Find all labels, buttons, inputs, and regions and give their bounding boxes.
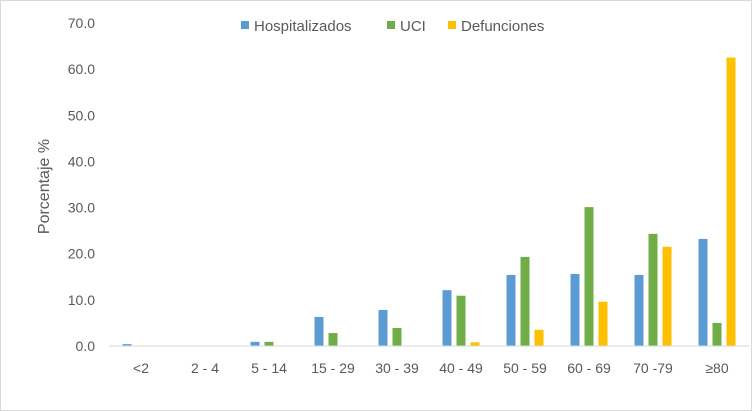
- y-tick-label: 10.0: [68, 292, 95, 308]
- x-tick-label: ≥80: [705, 360, 728, 376]
- bars: [122, 57, 736, 346]
- bar-hospitalizados: [506, 274, 516, 346]
- legend-swatch-defunciones: [448, 21, 456, 29]
- bar-uci: [264, 341, 274, 346]
- bar-hospitalizados: [314, 316, 324, 346]
- bar-hospitalizados: [442, 290, 452, 346]
- legend-label-uci: UCI: [400, 18, 426, 35]
- y-axis-ticks: 0.0 10.0 20.0 30.0 40.0 50.0 60.0 70.0: [68, 15, 95, 354]
- y-axis-title: Porcentaje %: [36, 139, 53, 234]
- bar-uci: [648, 233, 658, 346]
- legend-label-hospitalizados: Hospitalizados: [254, 18, 352, 35]
- bar-uci: [328, 333, 338, 346]
- bar-defunciones: [662, 246, 672, 346]
- legend-swatch-uci: [387, 21, 395, 29]
- bar-uci: [520, 256, 530, 346]
- x-tick-label: 60 - 69: [567, 360, 611, 376]
- bar-hospitalizados: [250, 341, 260, 346]
- bar-hospitalizados: [378, 310, 388, 346]
- bar-defunciones: [470, 342, 480, 346]
- bar-uci: [392, 328, 402, 346]
- bar-hospitalizados: [634, 274, 644, 346]
- bar-uci: [584, 207, 594, 346]
- bar-hospitalizados: [122, 344, 132, 346]
- x-tick-label: 70 -79: [633, 360, 673, 376]
- bar-hospitalizados: [570, 274, 580, 346]
- y-tick-label: 50.0: [68, 107, 95, 123]
- bar-uci: [712, 322, 722, 346]
- y-tick-label: 60.0: [68, 61, 95, 77]
- y-tick-label: 0.0: [76, 338, 96, 354]
- y-tick-label: 30.0: [68, 200, 95, 216]
- x-tick-label: 5 - 14: [251, 360, 287, 376]
- legend-swatch-hospitalizados: [241, 21, 249, 29]
- bar-defunciones: [534, 329, 544, 346]
- y-tick-label: 40.0: [68, 153, 95, 169]
- x-tick-label: 15 - 29: [311, 360, 355, 376]
- x-tick-label: 50 - 59: [503, 360, 547, 376]
- bar-defunciones: [726, 57, 736, 346]
- bar-hospitalizados: [698, 238, 708, 346]
- bar-uci: [456, 295, 466, 346]
- x-tick-label: 40 - 49: [439, 360, 483, 376]
- legend: Hospitalizados UCI Defunciones: [241, 18, 544, 35]
- legend-label-defunciones: Defunciones: [461, 18, 544, 35]
- x-tick-label: 30 - 39: [375, 360, 419, 376]
- y-tick-label: 70.0: [68, 15, 95, 31]
- x-tick-label: 2 - 4: [191, 360, 219, 376]
- x-axis-ticks: <2 2 - 4 5 - 14 15 - 29 30 - 39 40 - 49 50 - 5…: [133, 360, 729, 376]
- bar-defunciones: [598, 301, 608, 346]
- x-tick-label: <2: [133, 360, 149, 376]
- y-tick-label: 20.0: [68, 246, 95, 262]
